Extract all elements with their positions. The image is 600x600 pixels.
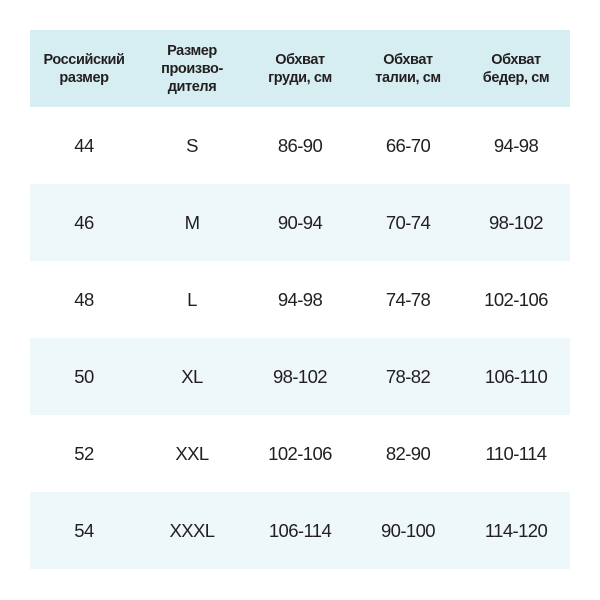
table-cell: 70-74 <box>385 211 431 233</box>
table-cell: 78-82 <box>385 365 431 387</box>
table-cell: S <box>186 134 198 156</box>
header-text: груди, см <box>268 69 332 86</box>
table-cell: 98-102 <box>272 365 328 387</box>
table-cell: 82-90 <box>385 442 431 464</box>
table-cell: 48 <box>74 288 94 310</box>
table-cell: 52 <box>74 442 94 464</box>
table-cell: 86-90 <box>277 134 323 156</box>
table-cell: 46 <box>74 211 94 233</box>
table-row: 50 XL 98-102 78-82 106-110 <box>30 338 570 415</box>
table-cell: 102-106 <box>268 442 332 464</box>
table-cell: XL <box>181 365 203 387</box>
header-cell: Обхват бедер, см <box>462 30 570 107</box>
table-cell: 110-114 <box>485 442 548 464</box>
table-cell: 74-78 <box>385 288 431 310</box>
table-cell: 94-98 <box>277 288 323 310</box>
header-text: произво- <box>161 60 223 77</box>
table-cell: 44 <box>74 134 94 156</box>
table-cell: 114-120 <box>484 519 548 541</box>
table-row: 44 S 86-90 66-70 94-98 <box>30 107 570 184</box>
table-cell: 94-98 <box>493 134 539 156</box>
header-text: дителя <box>167 78 217 95</box>
header-text: Обхват <box>383 51 433 68</box>
table-cell: 50 <box>74 365 94 387</box>
header-cell: Обхват груди, см <box>246 30 354 107</box>
table-cell: 90-100 <box>380 519 436 541</box>
table-cell: 54 <box>74 519 94 541</box>
header-text: бедер, см <box>482 69 550 86</box>
header-cell: Обхват талии, см <box>354 30 462 107</box>
header-row: Российский размер Размер произво-дителя Обхв… <box>30 30 570 107</box>
table-row: 48 L 94-98 74-78 102-106 <box>30 261 570 338</box>
table-cell: M <box>184 211 200 233</box>
table-cell: 102-106 <box>484 288 548 310</box>
header-text: Российский <box>43 51 125 68</box>
header-cell: Размер произво-дителя <box>138 30 246 107</box>
header-text: Обхват <box>275 51 325 68</box>
header-text: размер <box>59 69 109 86</box>
table-cell: XXL <box>175 442 209 464</box>
table-row: 46 M 90-94 70-74 98-102 <box>30 184 570 261</box>
header-text: талии, см <box>375 69 441 86</box>
header-cell: Российский размер <box>30 30 138 107</box>
table-cell: 106-114 <box>268 519 332 541</box>
header-text: Размер <box>167 42 217 59</box>
table-cell: XXXL <box>169 519 216 541</box>
size-table: Российский размер Размер произво-дителя Обхв… <box>30 30 570 569</box>
header-text: Обхват <box>491 51 541 68</box>
table-cell: L <box>187 288 197 310</box>
table-cell: 90-94 <box>277 211 323 233</box>
table-row: 54 XXXL 106-114 90-100 114-120 <box>30 492 570 569</box>
table-cell: 106-110 <box>484 365 548 387</box>
table-cell: 98-102 <box>488 211 544 233</box>
table-row: 52 XXL 102-106 82-90 110-114 <box>30 415 570 492</box>
table-cell: 66-70 <box>385 134 431 156</box>
